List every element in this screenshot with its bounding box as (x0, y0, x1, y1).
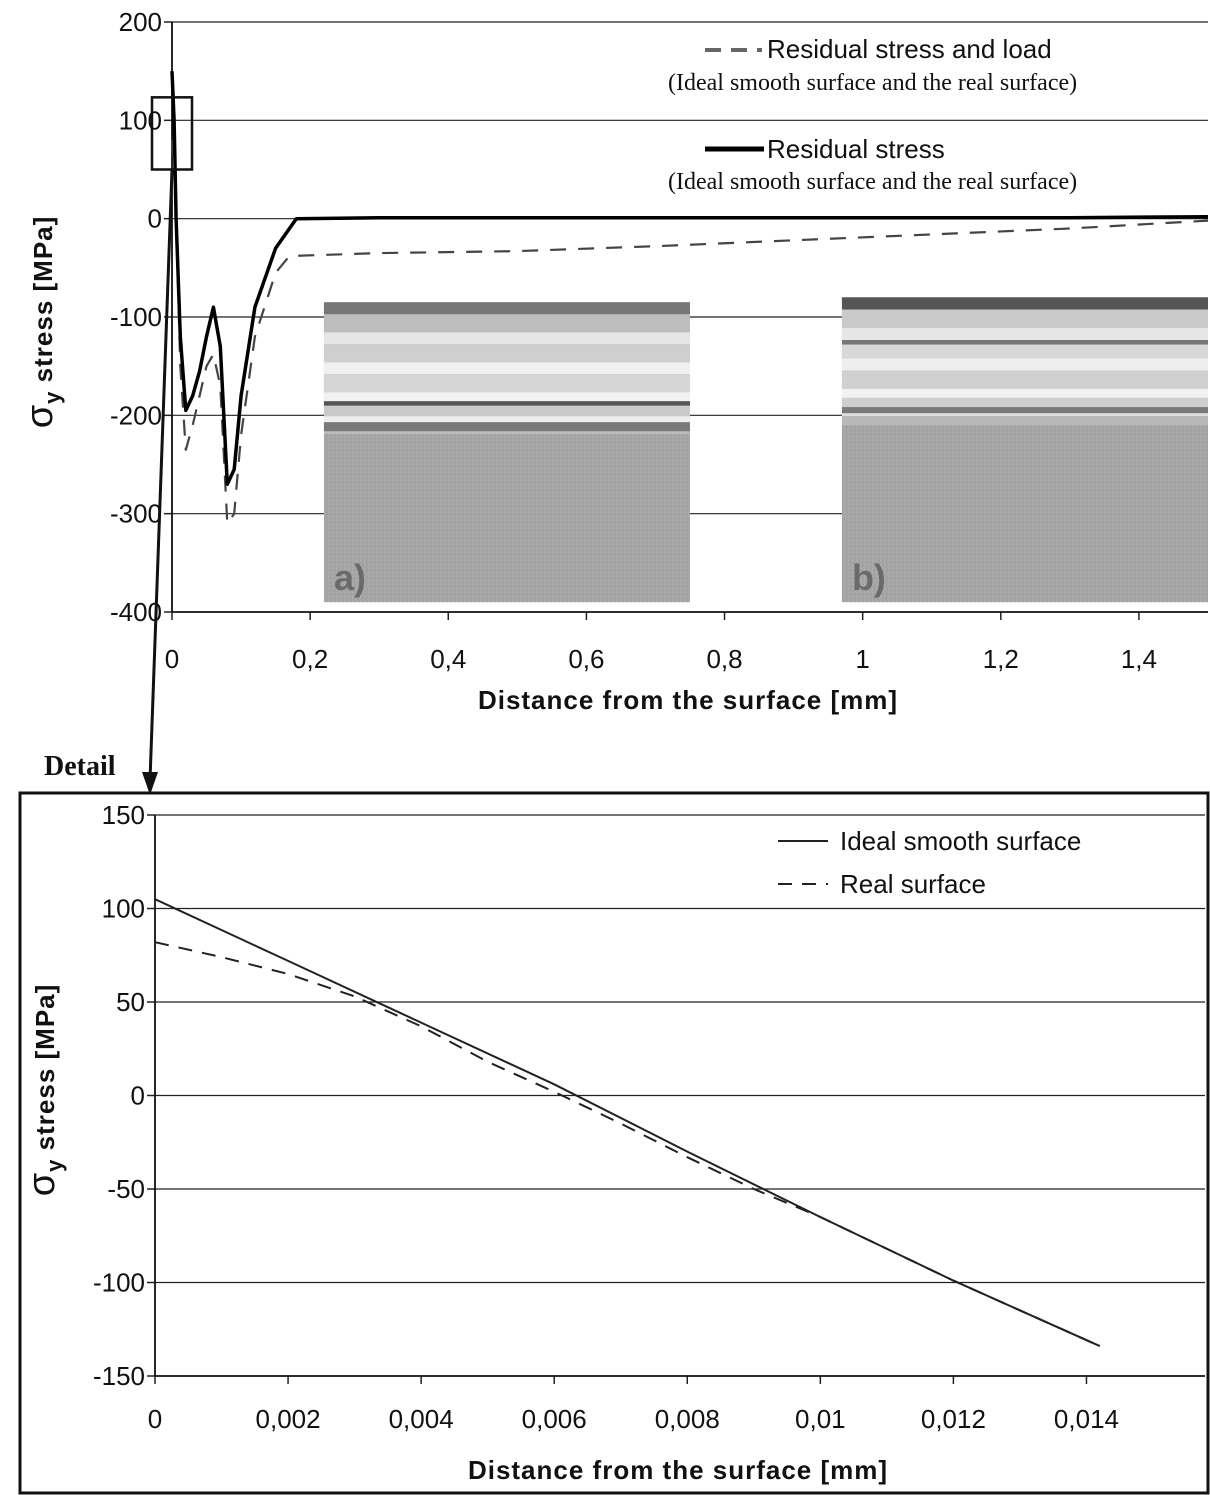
top-legend: Residual stress and load (Ideal smooth s… (668, 34, 1077, 195)
x-tick-label: 0,012 (921, 1404, 986, 1434)
bottom-y-axis-title: σy stress [MPa] (21, 984, 67, 1197)
x-tick-label: 1 (855, 644, 869, 674)
micrograph-band (323, 401, 690, 406)
series-line-1 (170, 139, 1209, 525)
y-tick-label: 0 (131, 1081, 145, 1111)
x-tick-label: 0,01 (795, 1404, 846, 1434)
micrograph-band (323, 362, 690, 375)
y-tick-label: -50 (107, 1174, 145, 1204)
micrograph-band (841, 297, 1208, 310)
micrograph-band (323, 392, 690, 402)
micrograph-1: a) (323, 302, 690, 603)
micrograph-2: b) (841, 297, 1208, 603)
legend-label-residual-stress: Residual stress (767, 134, 945, 164)
y-tick-label: -200 (110, 400, 162, 430)
micrograph-band (323, 302, 690, 315)
y-tick-label: -150 (93, 1361, 145, 1391)
y-tick-label: 200 (119, 7, 162, 37)
y-tick-label: 0 (148, 204, 162, 234)
micrograph-band (841, 309, 1208, 328)
legend-label-real-surface: Real surface (840, 869, 986, 899)
bottom-axes (147, 814, 1205, 1384)
micrograph-band (841, 388, 1208, 398)
detail-arrow-shaft (148, 169, 174, 781)
micrograph-band (841, 370, 1208, 389)
micrograph-band (323, 344, 690, 363)
micrograph-band (841, 358, 1208, 371)
micrograph-band (841, 407, 1208, 414)
micrograph-band (841, 397, 1208, 408)
x-tick-label: 0,8 (706, 644, 742, 674)
x-tick-label: 0,008 (655, 1404, 720, 1434)
y-tick-label: -400 (110, 597, 162, 627)
x-tick-label: 0 (165, 644, 179, 674)
micrograph-band (323, 422, 690, 432)
x-tick-label: 0,006 (522, 1404, 587, 1434)
legend-label-ideal-smooth-surface: Ideal smooth surface (840, 826, 1081, 856)
micrograph-band (323, 314, 690, 333)
x-tick-label: 0,014 (1054, 1404, 1119, 1434)
micrograph-band (841, 344, 1208, 359)
detail-frame (18, 791, 1210, 1495)
y-tick-label: -100 (110, 302, 162, 332)
micrograph-band (323, 405, 690, 417)
legend-sublabel-1: (Ideal smooth surface and the real surfa… (668, 70, 1077, 96)
micrograph-band (841, 327, 1208, 341)
y-tick-label: 100 (119, 105, 162, 135)
x-tick-label: 1,4 (1121, 644, 1157, 674)
x-tick-label: 1,2 (983, 644, 1019, 674)
bottom-x-axis-title: Distance from the surface [mm] (468, 1455, 888, 1485)
legend-label-residual-stress-and-load: Residual stress and load (767, 34, 1052, 64)
x-tick-label: 0,4 (430, 644, 466, 674)
y-tick-label: 50 (116, 987, 145, 1017)
series-line-2 (170, 71, 1209, 486)
top-axes (164, 21, 1208, 620)
top-x-axis-title: Distance from the surface [mm] (478, 685, 898, 715)
micrograph-band (841, 416, 1208, 426)
top-y-axis-title: σy stress [MPa] (19, 216, 65, 429)
micrograph-band (323, 332, 690, 345)
x-tick-label: 0,004 (389, 1404, 454, 1434)
detail-arrow-head (142, 772, 158, 795)
x-tick-label: 0 (148, 1404, 162, 1434)
y-tick-label: -100 (93, 1268, 145, 1298)
micrograph-insets: a) b) (323, 297, 1208, 603)
x-tick-label: 0,6 (568, 644, 604, 674)
x-tick-label: 0,002 (256, 1404, 321, 1434)
bottom-series (154, 898, 1101, 1348)
series-line-1 (154, 898, 1101, 1348)
micrograph-label: a) (334, 557, 366, 598)
micrograph-band (841, 340, 1208, 345)
micrograph-band (323, 374, 690, 393)
x-tick-label: 0,2 (292, 644, 328, 674)
detail-label: Detail (44, 751, 116, 782)
legend-sublabel-2: (Ideal smooth surface and the real surfa… (668, 169, 1077, 195)
y-tick-label: 100 (102, 894, 145, 924)
y-tick-label: 150 (102, 800, 145, 830)
y-tick-label: -300 (110, 499, 162, 529)
bottom-gridlines (155, 814, 1205, 1284)
series-line-2 (154, 941, 1101, 1348)
micrograph-band (323, 416, 690, 423)
bottom-legend: Ideal smooth surface Real surface (778, 826, 1081, 899)
micrograph-label: b) (852, 557, 886, 598)
